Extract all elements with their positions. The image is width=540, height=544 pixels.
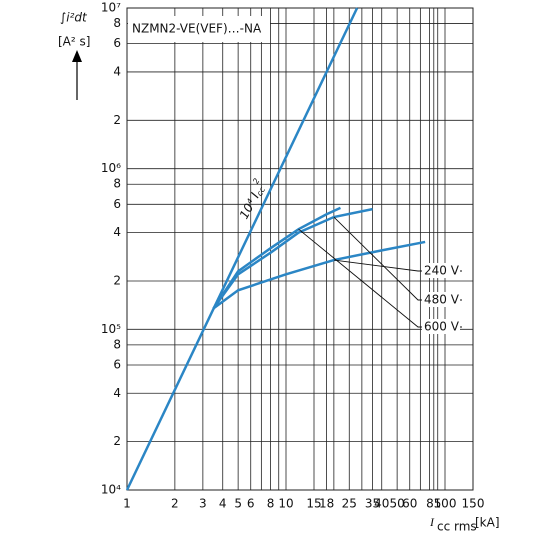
x-tick-label: 4: [219, 497, 227, 511]
y-tick-label: 8: [113, 16, 121, 30]
x-unit: [kA]: [475, 516, 500, 530]
y-tick-label: 4: [113, 225, 121, 239]
x-tick-label: 35: [365, 497, 380, 511]
grid: [126, 7, 474, 491]
x-tick-label: 40: [374, 497, 389, 511]
line-label: 10⁴ Icc2: [234, 177, 269, 222]
y-unit: [A² s]: [58, 35, 90, 49]
series-label: 480 V: [424, 293, 460, 307]
curve: [212, 207, 373, 310]
line-label-sup: 2: [251, 177, 261, 186]
x-tick-label: 25: [342, 497, 357, 511]
plot-frame: [126, 7, 474, 491]
x-tick-label: 8: [267, 497, 275, 511]
x-tick-label: 5: [234, 497, 242, 511]
y-tick-label: 4: [113, 64, 121, 78]
y-tick-label: 4: [113, 386, 121, 400]
x-tick-label: 3: [199, 497, 207, 511]
x-tick-label: 150: [462, 497, 485, 511]
y-tick-label: 6: [113, 197, 121, 211]
x-tick-label: 10: [278, 497, 293, 511]
label-bg: [422, 263, 460, 278]
series-label: 240 V: [424, 264, 460, 278]
curve: [212, 206, 341, 310]
curve: [212, 240, 426, 310]
x-tick-label: 18: [319, 497, 334, 511]
y-tick-label: 10⁵: [101, 322, 121, 336]
label-bg: [422, 292, 460, 307]
x-tick-label: 6: [247, 497, 255, 511]
x-label: I: [429, 515, 435, 529]
y-tick-label: 2: [113, 113, 121, 127]
y-tick-label: 6: [113, 357, 121, 371]
y-tick-label: 10⁷: [101, 1, 121, 15]
y-arrowhead: [72, 50, 82, 62]
series-label: 600 V: [424, 320, 460, 334]
x-tick-label: 85: [426, 497, 441, 511]
y-tick-label: 2: [113, 273, 121, 287]
title-bg: [128, 16, 270, 42]
x-tick-label: 50: [389, 497, 404, 511]
x-tick-label: 15: [306, 497, 321, 511]
y-tick-label: 10⁶: [101, 161, 121, 175]
x-tick-label: 100: [434, 497, 457, 511]
y-tick-label: 6: [113, 36, 121, 50]
leader: [333, 216, 462, 301]
y-tick-label: 10⁴: [101, 483, 121, 497]
y-tick-label: 2: [113, 434, 121, 448]
y-label: ∫i²dt: [60, 11, 88, 25]
x-tick-label: 2: [171, 497, 179, 511]
x-tick-label: 1: [123, 497, 131, 511]
reference-line: [125, 7, 359, 491]
chart-title: NZMN2-VE(VEF)…-NA: [132, 22, 262, 36]
x-tick-label: 60: [402, 497, 417, 511]
y-tick-label: 8: [113, 337, 121, 351]
y-tick-label: 8: [113, 177, 121, 191]
label-bg: [422, 319, 460, 334]
x-label-sub: cc rms: [437, 520, 477, 534]
